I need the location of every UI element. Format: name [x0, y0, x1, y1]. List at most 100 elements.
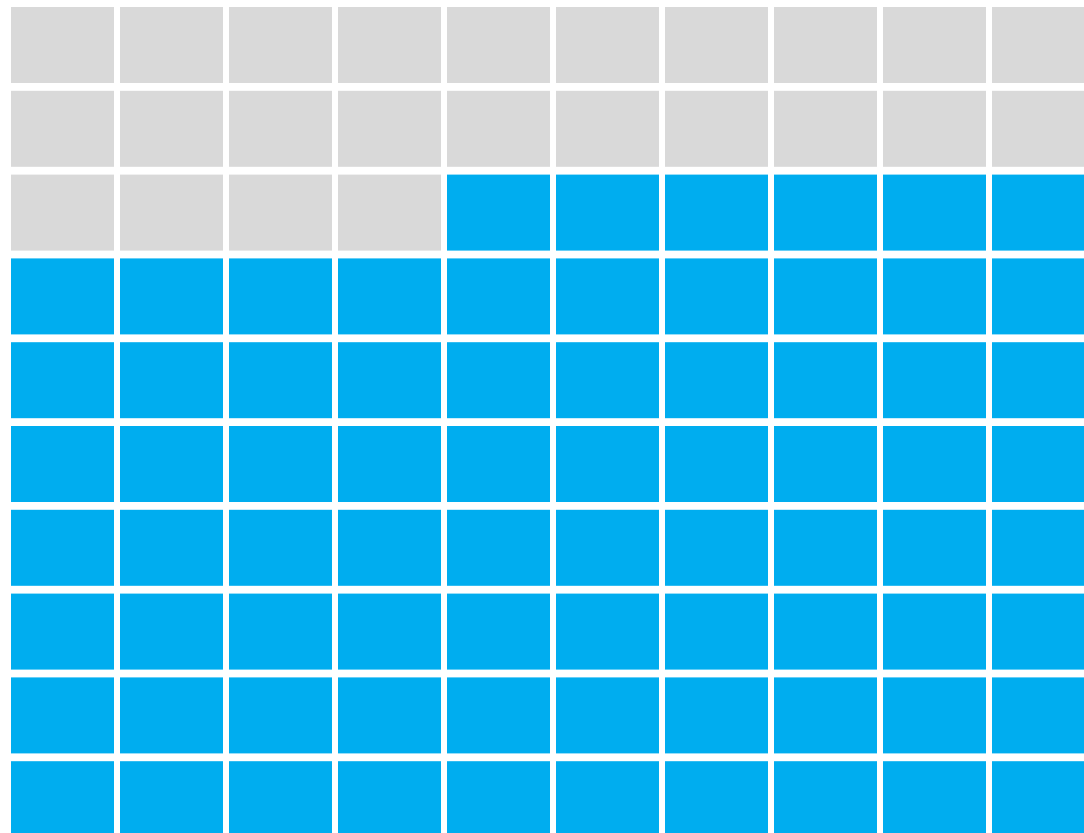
waffle-cell	[992, 174, 1084, 251]
waffle-cell	[665, 426, 768, 502]
waffle-cell	[774, 426, 877, 502]
waffle-cell	[120, 174, 223, 251]
waffle-cell	[883, 258, 986, 335]
waffle-cell	[665, 7, 768, 83]
waffle-cell	[992, 593, 1084, 670]
waffle-cell	[11, 7, 114, 83]
waffle-cell	[447, 342, 550, 419]
waffle-cell	[11, 509, 114, 586]
waffle-cell	[556, 593, 659, 670]
waffle-cell	[229, 90, 332, 167]
waffle-cell	[120, 677, 223, 754]
waffle-cell	[992, 7, 1084, 83]
waffle-cell	[447, 7, 550, 83]
waffle-cell	[338, 426, 441, 502]
waffle-cell	[556, 174, 659, 251]
waffle-cell	[338, 90, 441, 167]
waffle-cell	[665, 90, 768, 167]
waffle-cell	[774, 90, 877, 167]
waffle-cell	[883, 509, 986, 586]
waffle-cell	[883, 426, 986, 502]
waffle-cell	[774, 677, 877, 754]
waffle-cell	[11, 90, 114, 167]
waffle-cell	[229, 342, 332, 419]
waffle-cell	[665, 593, 768, 670]
waffle-cell	[447, 761, 550, 833]
waffle-cell	[883, 7, 986, 83]
waffle-cell	[338, 509, 441, 586]
waffle-cell	[992, 258, 1084, 335]
waffle-cell	[665, 509, 768, 586]
waffle-cell	[665, 174, 768, 251]
waffle-cell	[447, 174, 550, 251]
waffle-cell	[229, 7, 332, 83]
waffle-cell	[338, 342, 441, 419]
waffle-cell	[556, 258, 659, 335]
waffle-cell	[774, 593, 877, 670]
waffle-cell	[556, 90, 659, 167]
waffle-cell	[120, 426, 223, 502]
waffle-cell	[338, 174, 441, 251]
waffle-cell	[774, 342, 877, 419]
waffle-cell	[229, 509, 332, 586]
waffle-cell	[883, 90, 986, 167]
waffle-cell	[883, 677, 986, 754]
waffle-cell	[447, 258, 550, 335]
waffle-cell	[11, 426, 114, 502]
waffle-cell	[774, 258, 877, 335]
waffle-cell	[556, 342, 659, 419]
waffle-cell	[774, 174, 877, 251]
waffle-cell	[883, 593, 986, 670]
waffle-cell	[992, 90, 1084, 167]
waffle-cell	[447, 426, 550, 502]
waffle-cell	[556, 509, 659, 586]
waffle-cell	[556, 7, 659, 83]
waffle-cell	[11, 677, 114, 754]
waffle-cell	[665, 342, 768, 419]
waffle-cell	[774, 509, 877, 586]
waffle-cell	[229, 677, 332, 754]
waffle-cell	[11, 174, 114, 251]
waffle-cell	[992, 677, 1084, 754]
waffle-cell	[992, 761, 1084, 833]
waffle-cell	[11, 342, 114, 419]
waffle-cell	[11, 258, 114, 335]
waffle-cell	[338, 7, 441, 83]
waffle-cell	[120, 342, 223, 419]
waffle-cell	[774, 7, 877, 83]
waffle-cell	[883, 342, 986, 419]
waffle-cell	[992, 509, 1084, 586]
waffle-cell	[11, 593, 114, 670]
waffle-cell	[556, 426, 659, 502]
waffle-cell	[338, 593, 441, 670]
waffle-cell	[229, 258, 332, 335]
waffle-cell	[774, 761, 877, 833]
waffle-cell	[120, 509, 223, 586]
waffle-cell	[11, 761, 114, 833]
waffle-cell	[556, 677, 659, 754]
waffle-cell	[992, 342, 1084, 419]
waffle-cell	[229, 174, 332, 251]
waffle-cell	[120, 7, 223, 83]
waffle-cell	[883, 761, 986, 833]
waffle-cell	[338, 258, 441, 335]
waffle-cell	[229, 426, 332, 502]
waffle-cell	[665, 258, 768, 335]
waffle-cell	[120, 258, 223, 335]
waffle-cell	[992, 426, 1084, 502]
waffle-cell	[665, 761, 768, 833]
waffle-cell	[120, 593, 223, 670]
waffle-cell	[883, 174, 986, 251]
waffle-cell	[229, 761, 332, 833]
waffle-cell	[447, 677, 550, 754]
waffle-cell	[447, 90, 550, 167]
waffle-cell	[556, 761, 659, 833]
waffle-cell	[229, 593, 332, 670]
waffle-cell	[447, 593, 550, 670]
waffle-cell	[120, 761, 223, 833]
waffle-cell	[665, 677, 768, 754]
waffle-cell	[120, 90, 223, 167]
waffle-cell	[447, 509, 550, 586]
